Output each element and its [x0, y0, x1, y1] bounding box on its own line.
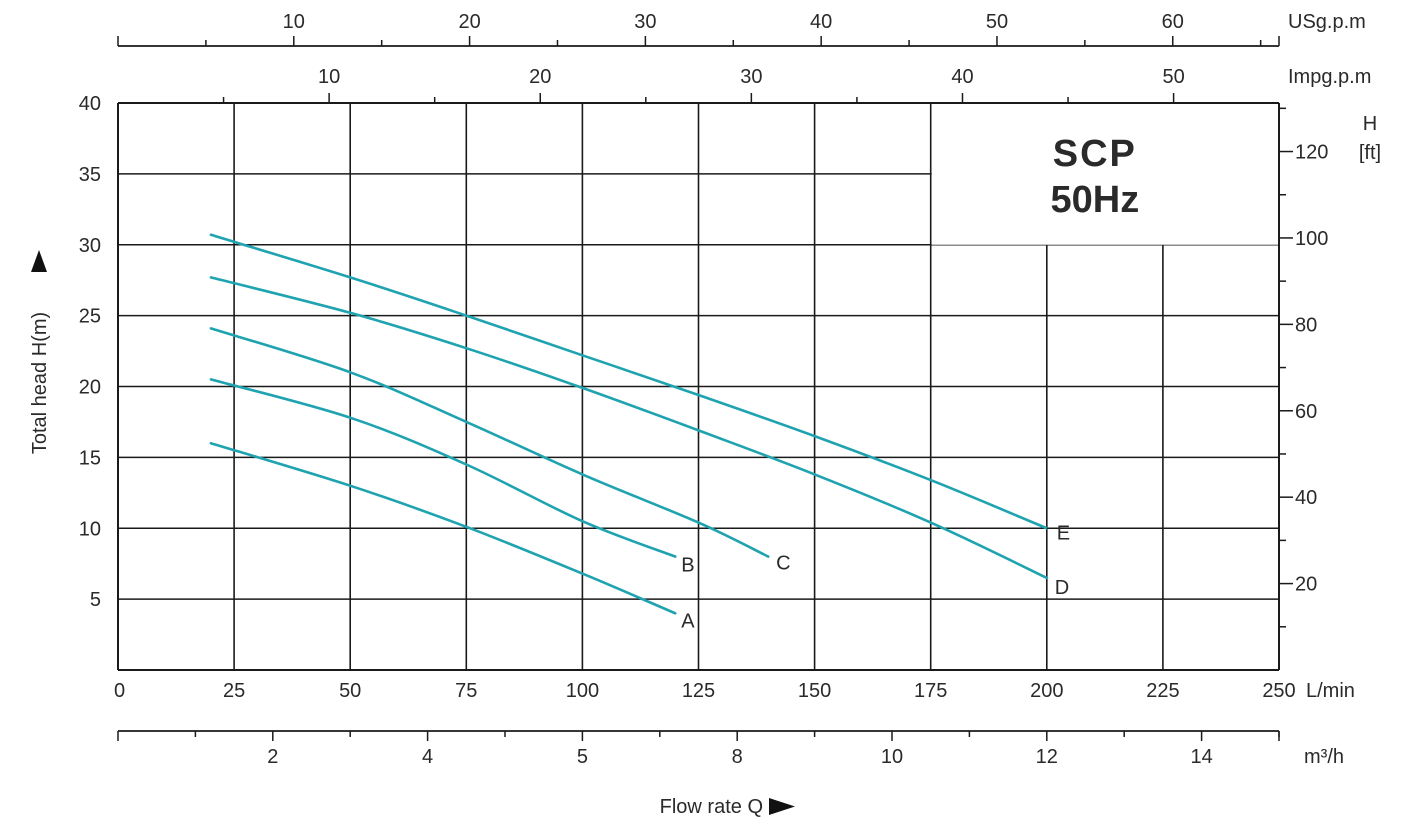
usgpm-tick-label: 30 — [634, 11, 656, 33]
impgpm-tick-label: 20 — [529, 66, 551, 88]
m3h-tick-label: 2 — [267, 746, 278, 768]
impgpm-tick-label: 10 — [318, 66, 340, 88]
series-line-d — [209, 276, 1049, 580]
m3h-tick-label: 12 — [1036, 746, 1058, 768]
y-tick-label: 10 — [79, 518, 101, 540]
x-tick-label: 75 — [455, 680, 477, 702]
x-tick-label: 50 — [339, 680, 361, 702]
usgpm-tick-label: 50 — [986, 11, 1008, 33]
y-tick-label: 20 — [79, 377, 101, 399]
m3h-tick-label: 5 — [577, 746, 588, 768]
x-tick-label: 175 — [914, 680, 947, 702]
chart-subtitle: 50Hz — [1050, 179, 1139, 221]
impgpm-tick-label: 40 — [951, 66, 973, 88]
series-label-a: A — [681, 610, 695, 632]
usgpm-unit-label: USg.p.m — [1288, 11, 1366, 33]
m3h-tick-label: 10 — [881, 746, 903, 768]
y-axis-arrow-icon — [31, 250, 47, 272]
y-tick-label: 5 — [90, 589, 101, 611]
series-label-d: D — [1055, 577, 1069, 599]
chart-title: SCP — [1053, 133, 1137, 175]
x-tick-label: 0 — [114, 680, 125, 702]
series-label-c: C — [776, 553, 790, 575]
series-line-c — [209, 327, 770, 558]
series-layer: A B C D E — [209, 233, 1070, 632]
impgpm-tick-label: 30 — [740, 66, 762, 88]
x-tick-label: 100 — [566, 680, 599, 702]
m3h-tick-label: 4 — [422, 746, 433, 768]
ft-tick-label: 120 — [1295, 142, 1328, 164]
usgpm-tick-label: 60 — [1162, 11, 1184, 33]
usgpm-tick-label: 40 — [810, 11, 832, 33]
series-label-b: B — [681, 555, 694, 577]
ft-tick-label: 60 — [1295, 401, 1317, 423]
y-tick-label: 40 — [79, 93, 101, 115]
y-tick-label: 25 — [79, 306, 101, 328]
title-box — [931, 104, 1278, 245]
series-line-a — [209, 441, 677, 615]
series-line-b — [209, 378, 677, 558]
ft-unit-label: [ft] — [1359, 142, 1381, 164]
impgpm-unit-label: Impg.p.m — [1288, 66, 1371, 88]
usgpm-tick-label: 10 — [283, 11, 305, 33]
x-tick-label: 250 — [1262, 680, 1295, 702]
y-axis-label: Total head H(m) — [29, 312, 51, 454]
y-tick-label: 35 — [79, 164, 101, 186]
ft-tick-label: 80 — [1295, 314, 1317, 336]
x-tick-label: 25 — [223, 680, 245, 702]
grid — [118, 103, 1279, 670]
x-axis-label: Flow rate Q — [660, 796, 763, 818]
series-label-e: E — [1057, 522, 1070, 544]
y-tick-label: 15 — [79, 447, 101, 469]
x-axis-arrow-icon — [769, 798, 795, 815]
ft-tick-label: 100 — [1295, 228, 1328, 250]
impgpm-tick-label: 50 — [1162, 66, 1184, 88]
ft-tick-label: 40 — [1295, 487, 1317, 509]
m3h-unit-label: m³/h — [1304, 746, 1344, 768]
series-line-e — [209, 233, 1049, 530]
ft-tick-label: 20 — [1295, 574, 1317, 596]
y-tick-label: 30 — [79, 235, 101, 257]
x-tick-label: 200 — [1030, 680, 1063, 702]
x-tick-label: 150 — [798, 680, 831, 702]
x-tick-label: 225 — [1146, 680, 1179, 702]
m3h-tick-label: 8 — [732, 746, 743, 768]
usgpm-tick-label: 20 — [458, 11, 480, 33]
x-unit-label: L/min — [1306, 680, 1355, 702]
m3h-tick-label: 14 — [1190, 746, 1212, 768]
ft-unit-label: H — [1363, 113, 1377, 135]
x-tick-label: 125 — [682, 680, 715, 702]
